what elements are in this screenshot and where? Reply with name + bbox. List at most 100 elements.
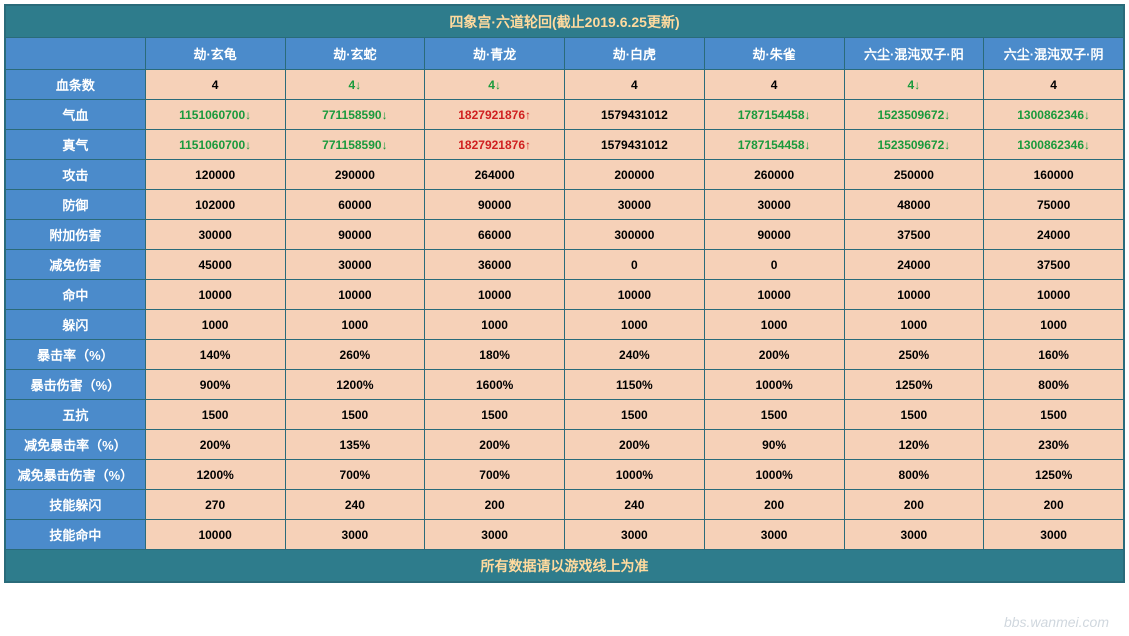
data-cell: 240 (285, 490, 425, 520)
table-title: 四象宫·六道轮回(截止2019.6.25更新) (6, 6, 1124, 38)
data-cell: 1500 (984, 400, 1124, 430)
data-cell: 260% (285, 340, 425, 370)
data-cell: 264000 (425, 160, 565, 190)
row-label: 减免伤害 (6, 250, 146, 280)
data-cell: 180% (425, 340, 565, 370)
data-cell: 120000 (145, 160, 285, 190)
data-cell: 1000% (704, 460, 844, 490)
table-row: 暴击伤害（%）900%1200%1600%1150%1000%1250%800% (6, 370, 1124, 400)
data-cell: 300000 (565, 220, 705, 250)
data-cell: 3000 (844, 520, 984, 550)
data-cell: 90000 (285, 220, 425, 250)
data-cell: 160000 (984, 160, 1124, 190)
data-cell: 200 (425, 490, 565, 520)
column-header: 劫·玄龟 (145, 38, 285, 70)
data-cell: 1500 (425, 400, 565, 430)
table-row: 命中10000100001000010000100001000010000 (6, 280, 1124, 310)
row-label: 五抗 (6, 400, 146, 430)
data-cell: 4↓ (285, 70, 425, 100)
column-header: 劫·朱雀 (704, 38, 844, 70)
data-cell: 4↓ (425, 70, 565, 100)
data-cell: 30000 (285, 250, 425, 280)
data-cell: 10000 (285, 280, 425, 310)
data-cell: 4 (565, 70, 705, 100)
data-cell: 250% (844, 340, 984, 370)
data-cell: 4 (704, 70, 844, 100)
table-row: 减免暴击伤害（%）1200%700%700%1000%1000%800%1250… (6, 460, 1124, 490)
data-cell: 200% (704, 340, 844, 370)
data-cell: 270 (145, 490, 285, 520)
data-cell: 140% (145, 340, 285, 370)
data-cell: 10000 (565, 280, 705, 310)
table-row: 气血1151060700↓771158590↓1827921876↑157943… (6, 100, 1124, 130)
data-cell: 10000 (704, 280, 844, 310)
table-row: 附加伤害300009000066000300000900003750024000 (6, 220, 1124, 250)
column-header: 劫·白虎 (565, 38, 705, 70)
row-label: 防御 (6, 190, 146, 220)
data-cell: 36000 (425, 250, 565, 280)
stats-table: 四象宫·六道轮回(截止2019.6.25更新) 劫·玄龟劫·玄蛇劫·青龙劫·白虎… (5, 5, 1124, 582)
data-cell: 1579431012 (565, 130, 705, 160)
data-cell: 0 (565, 250, 705, 280)
data-cell: 1579431012 (565, 100, 705, 130)
row-label: 暴击率（%） (6, 340, 146, 370)
data-cell: 1000 (565, 310, 705, 340)
data-cell: 1523509672↓ (844, 130, 984, 160)
data-cell: 1500 (565, 400, 705, 430)
row-label: 技能命中 (6, 520, 146, 550)
data-cell: 1827921876↑ (425, 130, 565, 160)
data-cell: 1151060700↓ (145, 100, 285, 130)
row-label: 附加伤害 (6, 220, 146, 250)
data-cell: 260000 (704, 160, 844, 190)
data-cell: 1523509672↓ (844, 100, 984, 130)
data-cell: 37500 (984, 250, 1124, 280)
data-cell: 200 (704, 490, 844, 520)
data-cell: 1000% (704, 370, 844, 400)
header-empty (6, 38, 146, 70)
data-cell: 66000 (425, 220, 565, 250)
data-cell: 200% (145, 430, 285, 460)
row-label: 暴击伤害（%） (6, 370, 146, 400)
data-cell: 90000 (425, 190, 565, 220)
data-cell: 37500 (844, 220, 984, 250)
data-cell: 24000 (984, 220, 1124, 250)
table-row: 真气1151060700↓771158590↓1827921876↑157943… (6, 130, 1124, 160)
table-footer: 所有数据请以游戏线上为准 (6, 550, 1124, 582)
data-cell: 45000 (145, 250, 285, 280)
data-cell: 24000 (844, 250, 984, 280)
watermark-text: bbs.wanmei.com (1004, 614, 1109, 630)
row-label: 减免暴击伤害（%） (6, 460, 146, 490)
table-row: 暴击率（%）140%260%180%240%200%250%160% (6, 340, 1124, 370)
data-cell: 1300862346↓ (984, 130, 1124, 160)
column-header: 六尘·混沌双子·阳 (844, 38, 984, 70)
table-row: 技能躲闪270240200240200200200 (6, 490, 1124, 520)
data-cell: 200000 (565, 160, 705, 190)
data-cell: 3000 (704, 520, 844, 550)
row-label: 技能躲闪 (6, 490, 146, 520)
data-cell: 30000 (704, 190, 844, 220)
row-label: 命中 (6, 280, 146, 310)
header-row: 劫·玄龟劫·玄蛇劫·青龙劫·白虎劫·朱雀六尘·混沌双子·阳六尘·混沌双子·阴 (6, 38, 1124, 70)
data-cell: 4 (145, 70, 285, 100)
data-cell: 240 (565, 490, 705, 520)
table-row: 减免伤害450003000036000002400037500 (6, 250, 1124, 280)
data-cell: 1300862346↓ (984, 100, 1124, 130)
data-cell: 1250% (984, 460, 1124, 490)
data-cell: 120% (844, 430, 984, 460)
row-label: 攻击 (6, 160, 146, 190)
data-cell: 200% (425, 430, 565, 460)
data-cell: 30000 (145, 220, 285, 250)
data-cell: 1787154458↓ (704, 130, 844, 160)
data-cell: 1250% (844, 370, 984, 400)
data-cell: 60000 (285, 190, 425, 220)
table-row: 五抗1500150015001500150015001500 (6, 400, 1124, 430)
data-cell: 90000 (704, 220, 844, 250)
data-cell: 200 (844, 490, 984, 520)
data-cell: 90% (704, 430, 844, 460)
footer-row: 所有数据请以游戏线上为准 (6, 550, 1124, 582)
data-cell: 10000 (145, 520, 285, 550)
data-cell: 900% (145, 370, 285, 400)
data-cell: 0 (704, 250, 844, 280)
data-cell: 771158590↓ (285, 130, 425, 160)
data-cell: 1000 (425, 310, 565, 340)
